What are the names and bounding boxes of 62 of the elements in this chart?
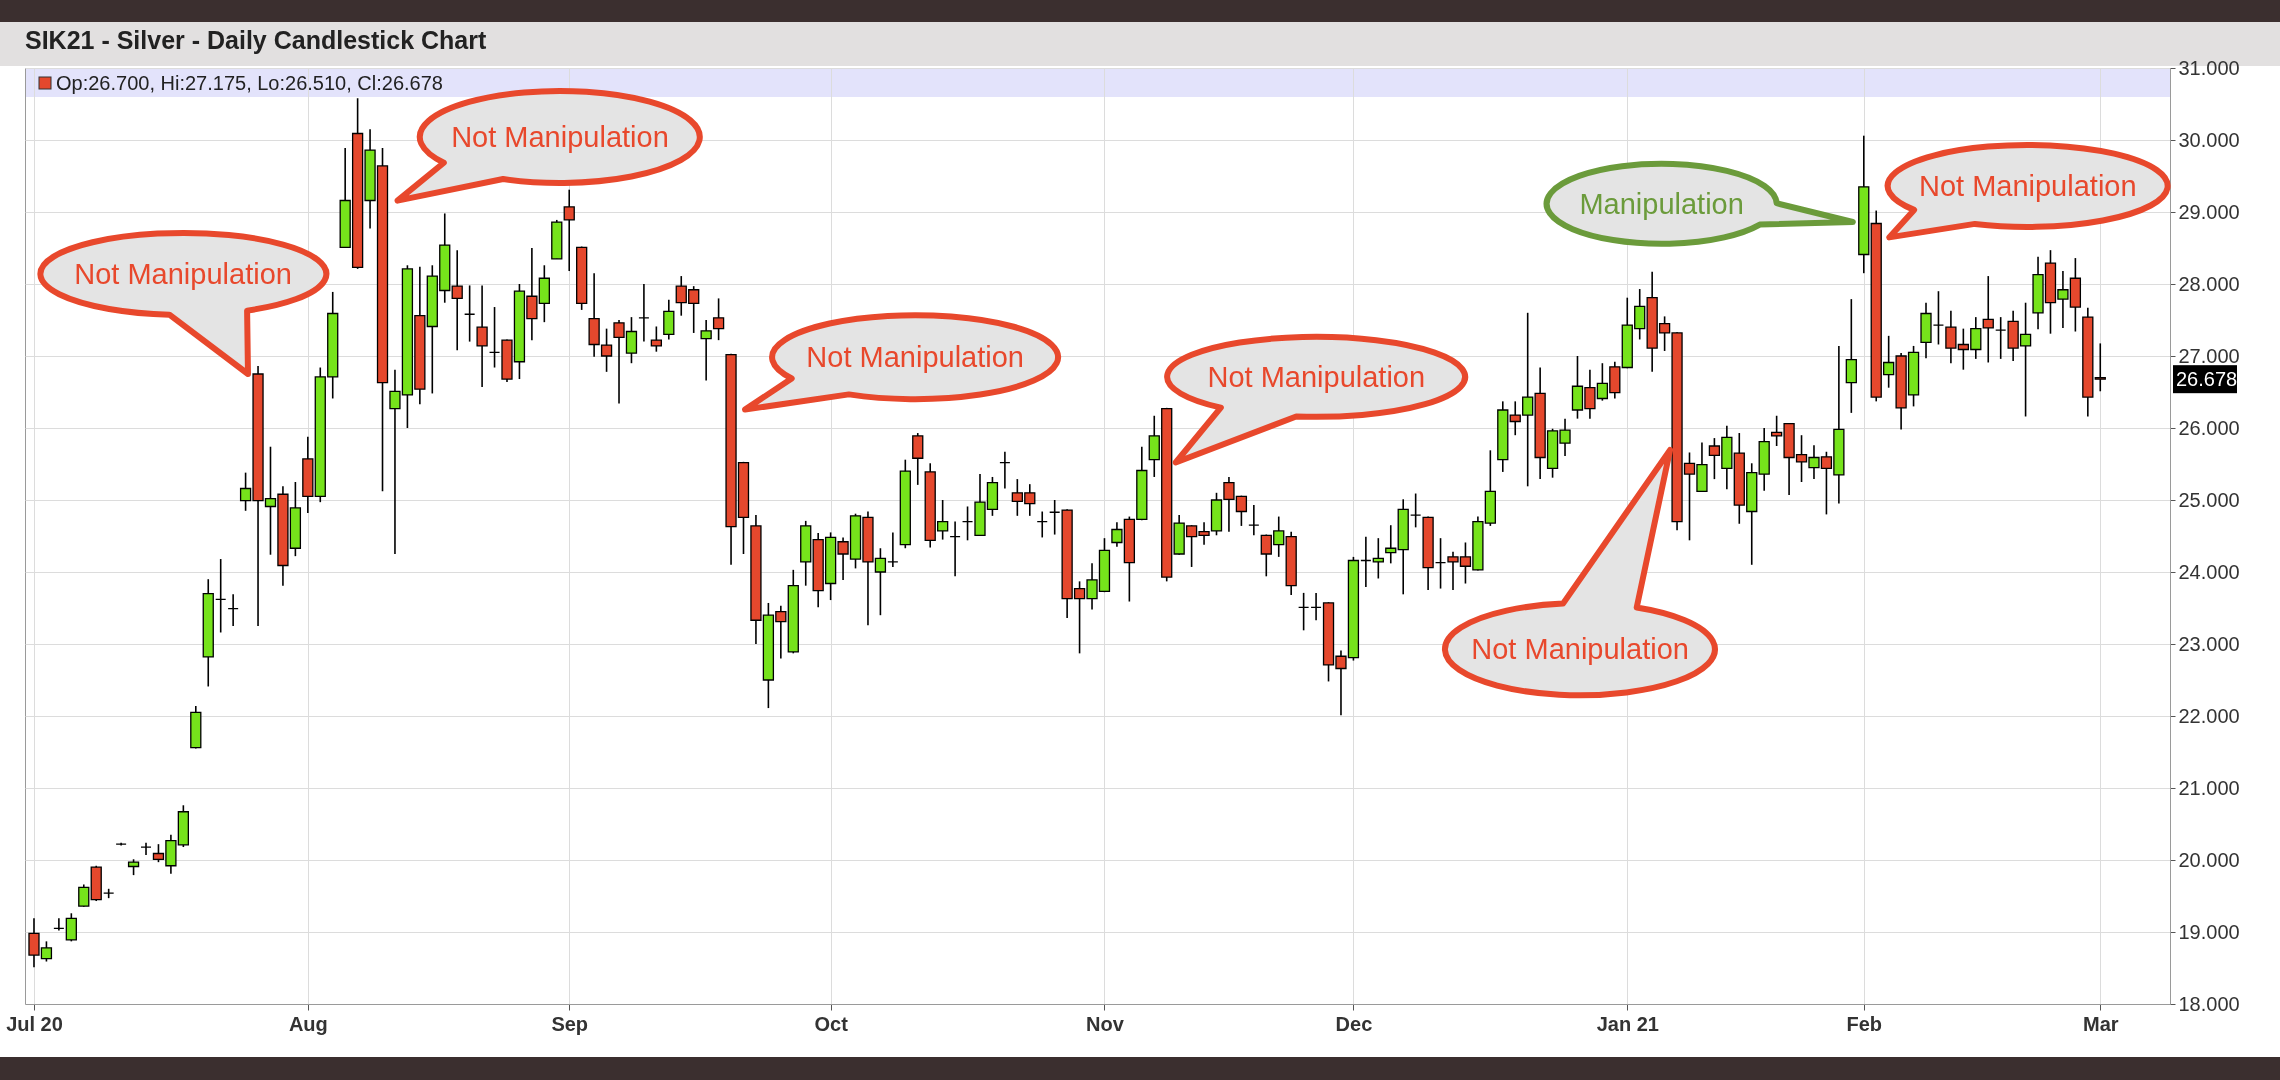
x-tick-label: Jul 20	[6, 1012, 63, 1035]
annotation: Not Manipulation	[1207, 360, 1426, 393]
candlestick	[999, 450, 1011, 490]
candlestick	[563, 188, 575, 272]
candlestick	[1310, 592, 1322, 622]
y-tick-label: 22.000	[2178, 704, 2240, 727]
y-tick-label: 19.000	[2178, 920, 2240, 943]
candlestick	[663, 299, 675, 341]
candlestick	[1982, 275, 1994, 364]
chart-title: SIK21 - Silver - Daily Candlestick Chart	[25, 26, 487, 54]
y-tick-label: 27.000	[2178, 344, 2240, 367]
candlestick	[912, 432, 924, 486]
candlestick	[78, 883, 90, 908]
candlestick	[1360, 535, 1372, 588]
y-tick-label: 24.000	[2178, 560, 2240, 583]
candlestick	[215, 558, 227, 634]
y-tick-label: 18.000	[2178, 992, 2240, 1015]
y-tick-label: 23.000	[2178, 632, 2240, 655]
candlestick	[1036, 510, 1048, 539]
candlestick	[887, 531, 899, 568]
candlestick	[65, 912, 77, 943]
x-tick-label: Oct	[814, 1012, 849, 1035]
candlestick	[1845, 298, 1857, 414]
x-tick-label: Jan 21	[1596, 1012, 1659, 1035]
x-tick-label: Nov	[1086, 1012, 1125, 1035]
annotation: Manipulation	[1579, 187, 1744, 220]
candlestick	[53, 917, 65, 932]
candlestick	[949, 520, 961, 578]
y-tick-label: 28.000	[2178, 272, 2240, 295]
candlestick	[451, 249, 463, 352]
x-tick-label: Feb	[1846, 1012, 1883, 1035]
candlestick	[476, 284, 488, 388]
candlestick	[638, 283, 650, 343]
x-tick-label: Sep	[551, 1012, 589, 1035]
y-tick-label: 20.000	[2178, 848, 2240, 871]
annotation: Not Manipulation	[74, 257, 292, 290]
y-tick-label: 31.000	[2178, 56, 2240, 79]
candlestick	[712, 297, 725, 341]
y-tick-label: 29.000	[2178, 200, 2240, 223]
annotation: Not Manipulation	[451, 120, 669, 153]
candlestick	[464, 284, 476, 343]
annotation: Op:26.700, Hi:27.175, Lo:26.510, Cl:26.678	[56, 72, 443, 94]
annotation: Not Manipulation	[1918, 169, 2137, 202]
candlestick	[1410, 492, 1422, 529]
x-tick-label: Aug	[288, 1012, 328, 1035]
x-tick-label: Dec	[1335, 1012, 1373, 1035]
candlestick	[1372, 537, 1384, 580]
y-tick-label: 30.000	[2178, 128, 2240, 151]
candlestick	[650, 325, 663, 353]
x-tick-label: Mar	[2082, 1012, 2119, 1035]
candlestick	[700, 319, 712, 382]
y-tick-label: 26.000	[2178, 416, 2240, 439]
candlestick	[600, 327, 613, 373]
candlestick	[140, 841, 152, 856]
annotation: Not Manipulation	[1471, 633, 1689, 666]
annotation: Not Manipulation	[806, 341, 1024, 374]
candlestick	[2094, 342, 2106, 393]
y-tick-label: 21.000	[2178, 776, 2240, 799]
candlestick	[1248, 504, 1260, 537]
candlestick	[227, 593, 239, 627]
y-tick-label: 25.000	[2178, 488, 2240, 511]
candlestick	[1297, 592, 1310, 632]
